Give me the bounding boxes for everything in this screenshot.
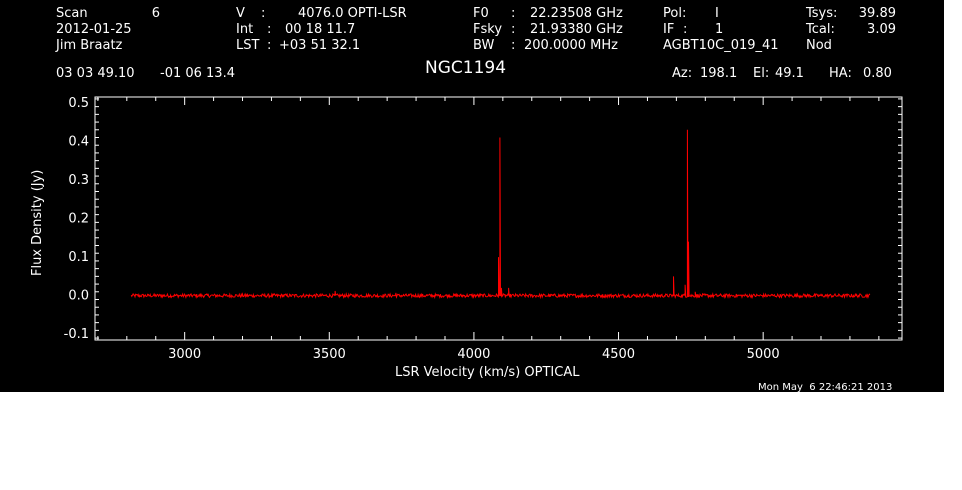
ha-label: HA: bbox=[829, 66, 852, 81]
lst-value: +03 51 32.1 bbox=[279, 38, 361, 53]
timestamp: Mon May 6 22:46:21 2013 bbox=[758, 382, 893, 393]
scan-value: 6 bbox=[151, 6, 160, 21]
int-value: 00 18 11.7 bbox=[285, 22, 356, 37]
pol-value: I bbox=[715, 6, 719, 21]
y-tick-label: 0.3 bbox=[68, 173, 89, 188]
observer-name: Jim Braatz bbox=[56, 38, 123, 53]
lst-label: LST bbox=[236, 38, 260, 53]
x-tick-label: 5000 bbox=[747, 347, 780, 362]
y-tick-label: 0.2 bbox=[68, 212, 89, 227]
x-tick-label: 4500 bbox=[602, 347, 635, 362]
x-tick-label: 3000 bbox=[168, 347, 201, 362]
x-tick-label: 3500 bbox=[313, 347, 346, 362]
tsys-label: Tsys: bbox=[806, 6, 838, 21]
ra-value: 03 03 49.10 bbox=[56, 66, 135, 81]
y-axis-label: Flux Density (Jy) bbox=[30, 169, 45, 276]
velocity-label: V bbox=[236, 6, 245, 21]
scan-label: Scan bbox=[56, 6, 88, 21]
spectrum-chart: 3000 3500 4000 4500 5000 -0.1 0.0 0.1 0.2 0.3 0.4 0… bbox=[64, 96, 903, 362]
plot-frame bbox=[94, 96, 903, 341]
tcal-label: Tcal: bbox=[806, 22, 835, 37]
y-tick-label: 0.4 bbox=[68, 134, 89, 149]
f0-label: F0 bbox=[473, 6, 489, 21]
x-tick-label: 4000 bbox=[457, 347, 490, 362]
az-value: 198.1 bbox=[700, 66, 738, 81]
obs-date: 2012-01-25 bbox=[56, 22, 132, 37]
plot-canvas: Scan 6 2012-01-25 Jim Braatz V : 4076.0 … bbox=[0, 0, 944, 393]
int-label: Int bbox=[236, 22, 254, 37]
source-name: NGC1194 bbox=[425, 58, 507, 78]
project-id: AGBT10C_019_41 bbox=[663, 38, 779, 53]
tsys-value: 39.89 bbox=[858, 6, 896, 21]
ha-value: 0.80 bbox=[863, 66, 892, 81]
el-value: 49.1 bbox=[775, 66, 804, 81]
y-tick-label: 0.5 bbox=[68, 96, 89, 111]
az-label: Az: bbox=[672, 66, 693, 81]
bw-value: 200.0000 MHz bbox=[524, 38, 618, 53]
y-tick-label: 0.1 bbox=[68, 250, 89, 265]
if-label: IF bbox=[663, 22, 675, 37]
pol-label: Pol: bbox=[663, 6, 687, 21]
bw-label: BW bbox=[473, 38, 495, 53]
f0-value: 22.23508 GHz bbox=[530, 6, 623, 21]
dec-value: -01 06 13.4 bbox=[160, 66, 235, 81]
tcal-value: 3.09 bbox=[867, 22, 896, 37]
y-tick-label: 0.0 bbox=[68, 289, 89, 304]
y-tick-label: -0.1 bbox=[64, 327, 89, 342]
spectrum-line bbox=[130, 129, 871, 300]
fsky-value: 21.93380 GHz bbox=[530, 22, 623, 37]
velocity-value: 4076.0 OPTI-LSR bbox=[298, 6, 407, 21]
fsky-label: Fsky bbox=[473, 22, 503, 37]
x-axis-label: LSR Velocity (km/s) OPTICAL bbox=[395, 365, 580, 380]
el-label: El: bbox=[753, 66, 770, 81]
if-value: 1 bbox=[715, 22, 724, 37]
obs-mode: Nod bbox=[806, 38, 832, 53]
